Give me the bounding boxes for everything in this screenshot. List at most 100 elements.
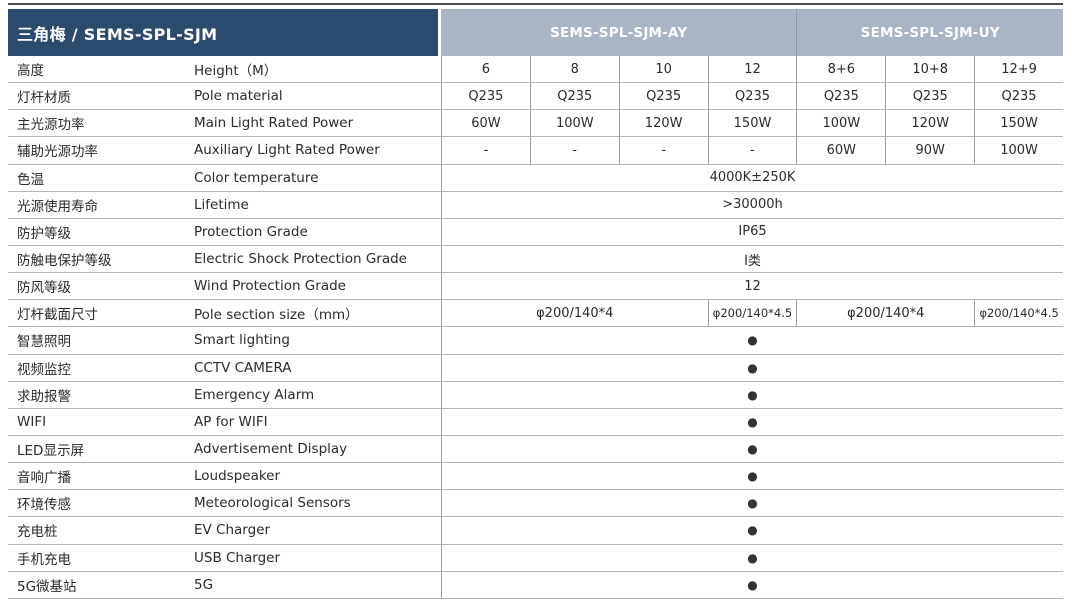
table-row: 环境传感 Meteorological Sensors ●: [8, 490, 1063, 518]
row-label-en: Pole material: [194, 88, 283, 105]
spec-value: 100W: [974, 137, 1063, 164]
spec-value: -: [529, 137, 619, 164]
row-label-zh: 防风等级: [17, 280, 71, 297]
table-row: 光源使用寿命 Lifetime >30000h: [8, 191, 1063, 219]
table-row: 智慧照明 Smart lighting ●: [8, 327, 1063, 355]
row-label-zh: 灯杆截面尺寸: [17, 307, 98, 324]
row-label-en: 5G: [194, 576, 214, 593]
spec-value: >30000h: [441, 191, 1063, 218]
row-label-zh: 手机充电: [17, 551, 71, 568]
row-label-en: Protection Grade: [194, 223, 308, 240]
row-label-zh: 防触电保护等级: [17, 253, 112, 270]
feature-dot: ●: [441, 463, 1063, 490]
table-row: WIFI AP for WIFI ●: [8, 408, 1063, 436]
row-label-zh: 灯杆材质: [17, 90, 71, 107]
table-row: 5G微基站 5G ●: [8, 571, 1063, 599]
table-row: 防风等级 Wind Protection Grade 12: [8, 273, 1063, 301]
spec-value: 8+6: [796, 56, 885, 83]
spec-value: φ200/140*4.5: [707, 300, 797, 327]
table-header: 三角梅 / SEMS-SPL-SJM SEMS-SPL-SJM-AY SEMS-…: [8, 9, 1063, 56]
spec-value: -: [618, 137, 708, 164]
row-label-en: Height（M）: [194, 63, 278, 80]
feature-dot: ●: [441, 490, 1063, 517]
spec-table-body: 高度 Height（M） 6 8 10 12 8+6 10+8 12+9 灯杆材质 Pole mat…: [8, 56, 1063, 599]
spec-sheet: 三角梅 / SEMS-SPL-SJM SEMS-SPL-SJM-AY SEMS-…: [8, 0, 1063, 599]
product-title: 三角梅 / SEMS-SPL-SJM: [8, 9, 438, 56]
row-label-zh: 5G微基站: [17, 578, 77, 595]
spec-value: 100W: [796, 110, 885, 137]
row-label-en: Pole section size（mm）: [194, 307, 359, 324]
table-row: 充电桩 EV Charger ●: [8, 517, 1063, 545]
spec-value: 8: [529, 56, 619, 83]
table-row: 手机充电 USB Charger ●: [8, 544, 1063, 572]
row-label-zh: 防护等级: [17, 225, 71, 242]
table-row: 主光源功率 Main Light Rated Power 60W 100W 120W 15…: [8, 110, 1063, 138]
feature-dot: ●: [441, 571, 1063, 598]
spec-value: IP65: [441, 218, 1063, 245]
row-label-en: CCTV CAMERA: [194, 359, 292, 376]
row-label-zh: 光源使用寿命: [17, 198, 98, 215]
spec-value: 4000K±250K: [441, 164, 1063, 191]
table-row: 灯杆材质 Pole material Q235 Q235 Q235 Q235 Q235 Q23…: [8, 83, 1063, 111]
spec-value: 60W: [441, 110, 530, 137]
spec-value: 120W: [618, 110, 708, 137]
row-label-zh: 求助报警: [17, 388, 71, 405]
spec-value: 90W: [885, 137, 974, 164]
table-row: 色温 Color temperature 4000K±250K: [8, 164, 1063, 192]
spec-value: 150W: [707, 110, 797, 137]
row-label-zh: 视频监控: [17, 361, 71, 378]
row-label-zh: 辅助光源功率: [17, 144, 98, 161]
row-label-zh: WIFI: [17, 413, 47, 430]
row-label-en: Meteorological Sensors: [194, 495, 351, 512]
spec-value: Q235: [441, 83, 530, 110]
spec-value: Q235: [974, 83, 1063, 110]
row-label-en: Electric Shock Protection Grade: [194, 251, 407, 268]
spec-value: Q235: [796, 83, 885, 110]
row-label-en: Loudspeaker: [194, 468, 281, 485]
spec-value: 60W: [796, 137, 885, 164]
row-label-zh: 充电桩: [17, 524, 58, 541]
row-label-en: Main Light Rated Power: [194, 115, 354, 132]
spec-value: 150W: [974, 110, 1063, 137]
top-rule: [8, 3, 1063, 5]
feature-dot: ●: [441, 408, 1063, 435]
table-row: 灯杆截面尺寸 Pole section size（mm） φ200/140*4 φ20…: [8, 300, 1063, 328]
row-label-zh: 高度: [17, 63, 44, 80]
row-label-zh: 色温: [17, 171, 44, 188]
row-label-zh: 音响广播: [17, 470, 71, 487]
column-group-ay: SEMS-SPL-SJM-AY: [441, 9, 797, 56]
table-row: 防触电保护等级 Electric Shock Protection Grade I类: [8, 245, 1063, 274]
feature-dot: ●: [441, 327, 1063, 354]
spec-value: 120W: [885, 110, 974, 137]
column-group-uy: SEMS-SPL-SJM-UY: [796, 9, 1063, 56]
spec-value: 6: [441, 56, 530, 83]
table-row: 防护等级 Protection Grade IP65: [8, 218, 1063, 246]
spec-value: 10+8: [885, 56, 974, 83]
table-row: 视频监控 CCTV CAMERA ●: [8, 354, 1063, 382]
row-label-en: Wind Protection Grade: [194, 278, 346, 295]
table-row: 求助报警 Emergency Alarm ●: [8, 381, 1063, 409]
row-label-en: Lifetime: [194, 196, 249, 213]
spec-value: -: [707, 137, 797, 164]
row-label-zh: 主光源功率: [17, 117, 85, 134]
feature-dot: ●: [441, 354, 1063, 381]
feature-dot: ●: [441, 544, 1063, 571]
table-row: 高度 Height（M） 6 8 10 12 8+6 10+8 12+9: [8, 56, 1063, 84]
spec-value: I类: [441, 245, 1063, 273]
row-label-zh: LED显示屏: [17, 443, 84, 460]
spec-value: φ200/140*4: [441, 300, 708, 327]
row-label-en: Advertisement Display: [194, 441, 348, 458]
row-label-zh: 智慧照明: [17, 334, 71, 351]
feature-dot: ●: [441, 381, 1063, 408]
table-row: 辅助光源功率 Auxiliary Light Rated Power - - - -60W…: [8, 137, 1063, 165]
row-label-en: Smart lighting: [194, 332, 290, 349]
feature-dot: ●: [441, 517, 1063, 544]
row-label-en: Color temperature: [194, 169, 319, 186]
row-label-en: Emergency Alarm: [194, 386, 315, 403]
spec-value: 12: [441, 273, 1063, 300]
spec-value: 100W: [529, 110, 619, 137]
spec-value: Q235: [529, 83, 619, 110]
spec-value: Q235: [885, 83, 974, 110]
row-label-en: Auxiliary Light Rated Power: [194, 142, 380, 159]
spec-value: φ200/140*4.5: [974, 300, 1063, 327]
